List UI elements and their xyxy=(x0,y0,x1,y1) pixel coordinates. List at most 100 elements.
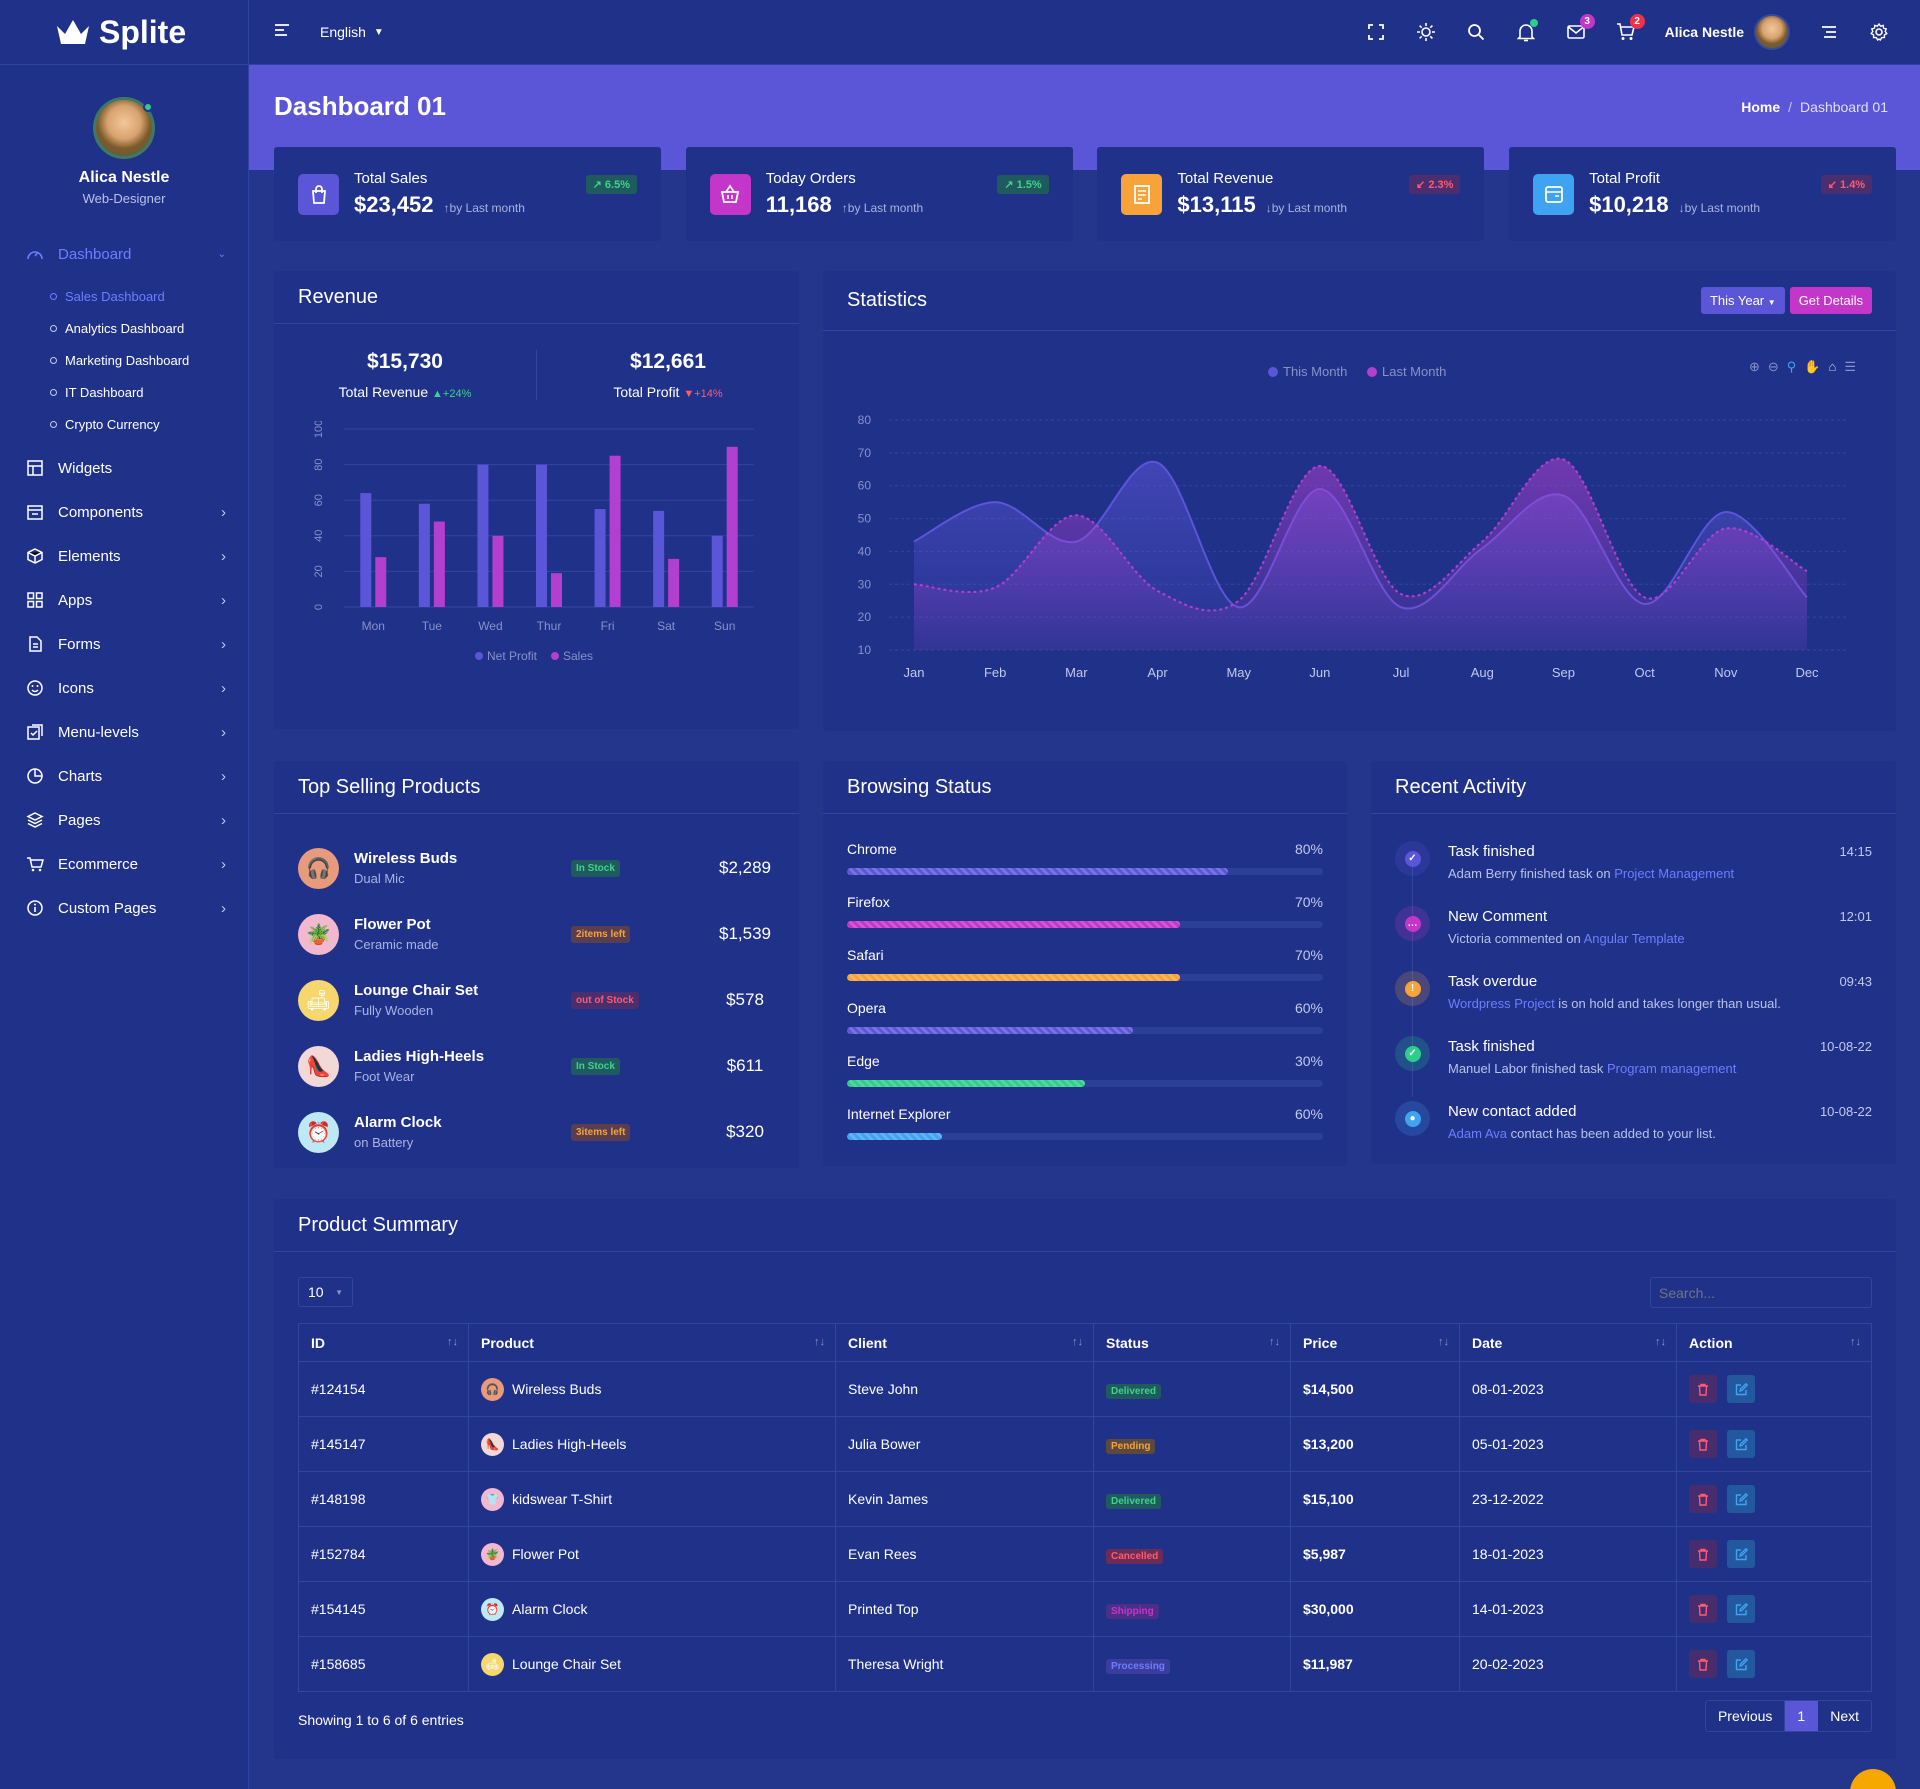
breadcrumb-home[interactable]: Home xyxy=(1741,99,1781,115)
column-header-client[interactable]: Client ↑↓ xyxy=(835,1323,1094,1362)
bar-sales[interactable] xyxy=(492,535,504,607)
selection-zoom-icon[interactable]: ⚲ xyxy=(1786,359,1797,374)
pan-hand-icon[interactable]: ✋ xyxy=(1804,359,1821,374)
column-header-id[interactable]: ID ↑↓ xyxy=(298,1323,469,1362)
get-details-button[interactable]: Get Details xyxy=(1789,287,1872,314)
delete-button[interactable] xyxy=(1689,1485,1717,1513)
product-list-item[interactable]: 🪴 Flower Pot Ceramic made 2items left $1,539 xyxy=(298,901,775,967)
activity-link[interactable]: Angular Template xyxy=(1583,931,1685,946)
delete-button[interactable] xyxy=(1689,1375,1717,1403)
sidebar-item-pages[interactable]: Pages › xyxy=(0,798,248,842)
line-last-month[interactable] xyxy=(913,457,1808,612)
sidebar-item-widgets[interactable]: Widgets xyxy=(0,446,248,490)
notification-bell-icon[interactable] xyxy=(1515,19,1538,43)
page-size-select[interactable]: 10 ▼ xyxy=(298,1277,353,1307)
activity-link[interactable]: Adam Ava xyxy=(1448,1126,1508,1141)
edit-icon xyxy=(1735,1547,1748,1560)
sidebar-item-icons[interactable]: Icons › xyxy=(0,666,248,710)
sidebar-item-forms[interactable]: Forms › xyxy=(0,622,248,666)
revenue-card-title: Revenue xyxy=(274,271,799,324)
submenu-item-it-dashboard[interactable]: IT Dashboard xyxy=(50,376,248,408)
chart-menu-icon[interactable]: ☰ xyxy=(1844,359,1856,374)
edit-button[interactable] xyxy=(1727,1430,1755,1458)
submenu-item-sales-dashboard[interactable]: Sales Dashboard xyxy=(50,280,248,312)
zoom-out-icon[interactable]: ⊖ xyxy=(1767,359,1779,374)
bar-sales[interactable] xyxy=(726,446,738,607)
product-thumb: 👕 xyxy=(481,1487,504,1511)
column-header-product[interactable]: Product ↑↓ xyxy=(468,1323,836,1362)
bar-net-profit[interactable] xyxy=(594,509,606,607)
edit-button[interactable] xyxy=(1727,1650,1755,1678)
profile-avatar[interactable] xyxy=(93,97,155,159)
trash-icon xyxy=(1698,1438,1708,1451)
sidebar-item-menu-levels[interactable]: Menu-levels › xyxy=(0,710,248,754)
sidebar-item-custom-pages[interactable]: Custom Pages › xyxy=(0,886,248,930)
product-list-item[interactable]: 👠 Ladies High-Heels Foot Wear In Stock $611 xyxy=(298,1033,775,1099)
bar-sales[interactable] xyxy=(433,521,445,607)
sidebar-item-components[interactable]: Components › xyxy=(0,490,248,534)
delete-button[interactable] xyxy=(1689,1540,1717,1568)
sidebar-item-dashboard[interactable]: Dashboard ⌄ xyxy=(0,232,248,276)
menu-toggle-icon[interactable] xyxy=(274,23,290,41)
submenu-item-analytics-dashboard[interactable]: Analytics Dashboard xyxy=(50,312,248,344)
bar-sales[interactable] xyxy=(668,558,680,607)
user-menu[interactable]: Alica Nestle xyxy=(1665,14,1790,50)
edit-button[interactable] xyxy=(1727,1540,1755,1568)
zoom-in-icon[interactable]: ⊕ xyxy=(1748,359,1760,374)
column-header-price[interactable]: Price ↑↓ xyxy=(1290,1323,1460,1362)
previous-page-button[interactable]: Previous xyxy=(1706,1701,1786,1731)
submenu-item-crypto-currency[interactable]: Crypto Currency xyxy=(50,408,248,440)
product-list-item[interactable]: 🎧 Wireless Buds Dual Mic In Stock $2,289 xyxy=(298,835,775,901)
table-search-input[interactable] xyxy=(1650,1277,1872,1308)
sidebar-item-label: Menu-levels xyxy=(58,723,139,741)
delete-button[interactable] xyxy=(1689,1650,1717,1678)
sidebar-right-toggle-icon[interactable] xyxy=(1818,21,1840,43)
page-1-button[interactable]: 1 xyxy=(1785,1701,1819,1731)
edit-button[interactable] xyxy=(1727,1485,1755,1513)
bar-net-profit[interactable] xyxy=(653,510,665,607)
chevron-right-icon: › xyxy=(221,635,226,653)
edit-button[interactable] xyxy=(1727,1595,1755,1623)
legend-marker[interactable] xyxy=(1268,367,1278,377)
submenu-item-marketing-dashboard[interactable]: Marketing Dashboard xyxy=(50,344,248,376)
delete-button[interactable] xyxy=(1689,1430,1717,1458)
column-header-status[interactable]: Status ↑↓ xyxy=(1093,1323,1291,1362)
bar-net-profit[interactable] xyxy=(711,535,723,607)
sidebar-item-apps[interactable]: Apps › xyxy=(0,578,248,622)
sidebar-item-ecommerce[interactable]: Ecommerce › xyxy=(0,842,248,886)
floating-settings-button[interactable] xyxy=(1850,1769,1896,1789)
this-year-dropdown[interactable]: This Year ▼ xyxy=(1700,287,1785,314)
language-select[interactable]: English ▼ xyxy=(320,24,384,40)
legend-marker[interactable] xyxy=(1367,367,1377,377)
sidebar-item-elements[interactable]: Elements › xyxy=(0,534,248,578)
brand-logo[interactable]: Splite xyxy=(0,0,248,65)
bar-sales[interactable] xyxy=(609,455,621,607)
product-list-item[interactable]: ⏰ Alarm Clock on Battery 3items left $320 xyxy=(298,1099,775,1165)
column-header-date[interactable]: Date ↑↓ xyxy=(1459,1323,1677,1362)
activity-link[interactable]: Program management xyxy=(1606,1061,1737,1076)
browser-stat-safari: Safari 70% xyxy=(847,947,1323,1000)
activity-link[interactable]: Wordpress Project xyxy=(1448,996,1555,1011)
next-page-button[interactable]: Next xyxy=(1830,1708,1859,1724)
edit-button[interactable] xyxy=(1727,1375,1755,1403)
settings-gear-icon[interactable] xyxy=(1868,21,1890,43)
bar-sales[interactable] xyxy=(375,557,387,607)
reset-home-icon[interactable]: ⌂ xyxy=(1828,359,1837,374)
sidebar-item-charts[interactable]: Charts › xyxy=(0,754,248,798)
bar-sales[interactable] xyxy=(551,573,562,607)
activity-link[interactable]: Project Management xyxy=(1614,866,1735,881)
search-icon[interactable] xyxy=(1465,21,1487,43)
product-list-item[interactable]: 🛋 Lounge Chair Set Fully Wooden out of Stoc… xyxy=(298,967,775,1033)
bar-net-profit[interactable] xyxy=(418,503,430,607)
delete-button[interactable] xyxy=(1689,1595,1717,1623)
theme-toggle-icon[interactable] xyxy=(1415,21,1437,43)
mail-icon[interactable]: 3 xyxy=(1565,14,1595,43)
bar-net-profit[interactable] xyxy=(360,493,372,607)
cart-icon[interactable]: 2 xyxy=(1615,14,1645,43)
bar-net-profit[interactable] xyxy=(477,464,489,607)
column-header-action[interactable]: Action ↑↓ xyxy=(1676,1323,1872,1362)
bar-net-profit[interactable] xyxy=(536,464,547,607)
activity-icon: … xyxy=(1395,906,1430,941)
fullscreen-icon[interactable] xyxy=(1365,21,1387,43)
activity-time: 10-08-22 xyxy=(1819,1104,1872,1119)
